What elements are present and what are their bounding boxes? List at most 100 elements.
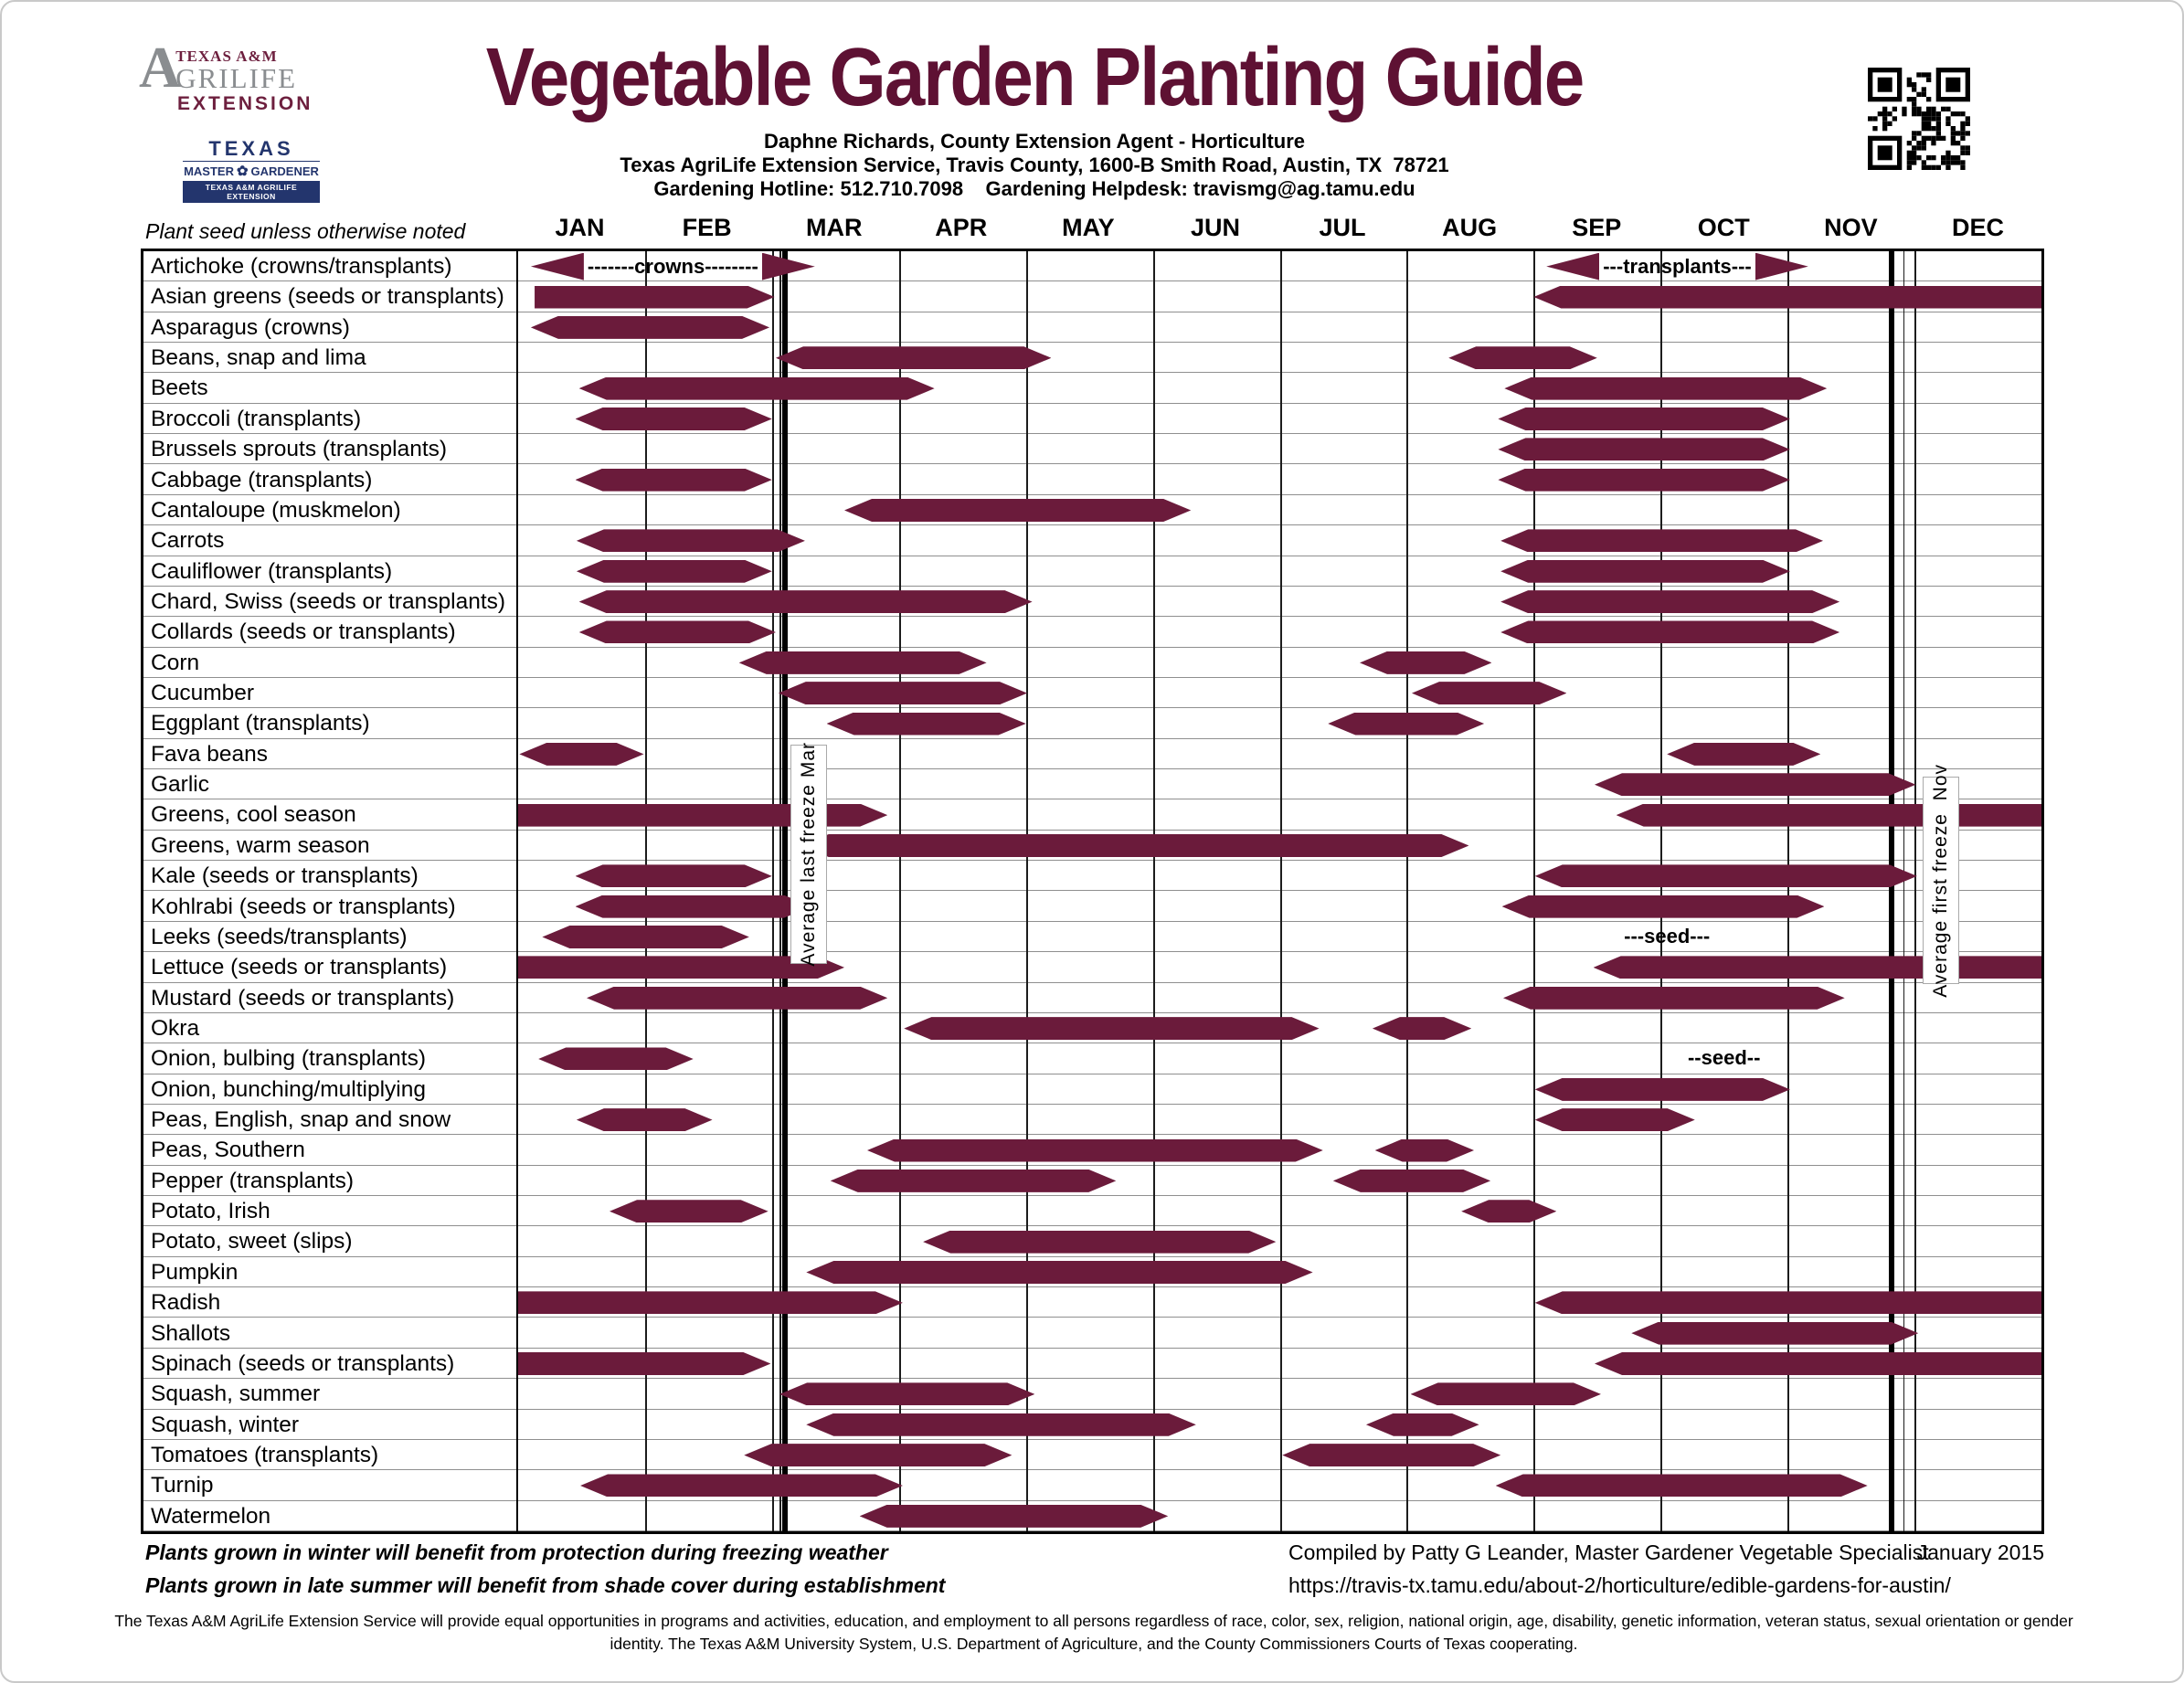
row-label: Carrots [151,528,225,554]
planting-bar [779,682,1027,704]
planting-bar [744,1444,1012,1466]
planting-bar [579,590,1033,613]
row-label: Chard, Swiss (seeds or transplants) [151,588,506,614]
planting-bar [779,1382,1034,1405]
gantt-row: Fava beans [143,739,2041,770]
gantt-row: Asian greens (seeds or transplants) [143,281,2041,312]
planting-bar [1500,620,1839,643]
gantt-row: Turnip [143,1470,2041,1501]
planting-bar [1595,773,1915,796]
row-label: Kale (seeds or transplants) [151,863,419,889]
gantt-row: Chard, Swiss (seeds or transplants) [143,587,2041,618]
planting-bar [1503,987,1845,1010]
agrilife-logo-grilife: GRILIFE [175,62,298,94]
planting-gantt-chart: Artichoke (crowns/transplants) Asian gree… [141,249,2044,1534]
gantt-row: Cucumber [143,678,2041,709]
planting-bar [867,1139,1323,1162]
page-title: Vegetable Garden Planting Guide [485,31,1585,123]
gantt-row: Kale (seeds or transplants) [143,861,2041,892]
row-label: Beans, snap and lima [151,345,366,371]
gantt-row: Peas, English, snap and snow [143,1105,2041,1136]
gantt-row: Potato, Irish [143,1196,2041,1227]
month-gridline [644,251,647,1531]
row-label: Asian greens (seeds or transplants) [151,284,504,310]
planting-bar [535,286,775,309]
freeze-date-label: Average first freeze Nov [1922,764,1959,997]
master-gardener-logo-texas: TEXAS [208,137,294,160]
month-gridline [898,251,901,1531]
planting-bar [1535,1078,1790,1101]
row-label: Leeks (seeds/transplants) [151,924,408,949]
row-label: Squash, summer [151,1381,321,1407]
planting-bar [1616,803,2041,827]
planting-span-annotation: -------crowns-------- [530,252,815,280]
qr-code-icon [1868,68,1970,175]
row-label: Lettuce (seeds or transplants) [151,955,448,980]
month-gridline [1914,251,1917,1531]
month-gridline [1025,251,1028,1531]
planting-bar [518,956,844,979]
row-label: Fava beans [151,741,269,767]
planting-span-annotation: ---transplants--- [1546,252,1808,280]
gantt-row: Cauliflower (transplants) [143,556,2041,587]
master-gardener-logo-master: MASTER [184,164,234,178]
planting-bar [1375,1139,1474,1162]
planting-bar [518,1352,770,1375]
month-gridline [1406,251,1409,1531]
row-label: Peas, Southern [151,1138,305,1163]
right-arrowhead-icon [761,252,815,280]
gantt-row: Radish [143,1287,2041,1318]
planting-bar [1373,1017,1471,1040]
gantt-row: Eggplant (transplants) [143,708,2041,739]
row-label: Beets [151,376,208,401]
gantt-row: Greens, warm season [143,831,2041,862]
master-gardener-logo-bar: TEXAS A&M AGRILIFE EXTENSION [183,181,320,203]
freeze-date-line [1889,251,1895,1531]
row-label: Okra [151,1015,200,1041]
planting-bar [844,499,1191,522]
row-label: Cabbage (transplants) [151,467,373,492]
gantt-row: Pepper (transplants) [143,1166,2041,1197]
month-header-jul: JUL [1319,214,1366,241]
row-label: Radish [151,1290,221,1316]
row-label: Pepper (transplants) [151,1168,354,1193]
row-label: Collards (seeds or transplants) [151,619,456,645]
row-label: Watermelon [151,1503,271,1529]
row-label: Potato, Irish [151,1199,270,1224]
row-label: Asparagus (crowns) [151,314,350,340]
footer-date: January 2015 [1916,1540,2044,1564]
month-gridline [1533,251,1536,1531]
planting-bar [579,620,776,643]
gantt-row: Squash, winter [143,1410,2041,1440]
gantt-row: Okra [143,1013,2041,1044]
gantt-row: Pumpkin [143,1257,2041,1288]
gantt-row: Kohlrabi (seeds or transplants) [143,892,2041,922]
gantt-row: Peas, Southern [143,1135,2041,1166]
month-header-mar: MAR [805,214,863,241]
planting-bar [1533,285,2041,309]
row-label: Onion, bulbing (transplants) [151,1046,426,1072]
month-header-feb: FEB [682,214,732,241]
row-label: Greens, cool season [151,802,356,828]
month-header-sep: SEP [1572,214,1622,241]
row-label: Greens, warm season [151,832,370,858]
planting-bar [827,713,1026,736]
planting-bar [518,804,887,827]
planting-bar [1593,956,2041,979]
gantt-row: Corn [143,648,2041,678]
row-label: Spinach (seeds or transplants) [151,1350,455,1376]
agrilife-logo-a: A [139,35,182,100]
row-label: Brussels sprouts (transplants) [151,437,448,462]
month-header-may: MAY [1062,214,1115,241]
row-label: Squash, winter [151,1412,300,1437]
row-label: Mustard (seeds or transplants) [151,985,455,1011]
column-note: Plant seed unless otherwise noted [145,219,466,243]
planting-bar [1498,469,1790,492]
agrilife-logo-extension: EXTENSION [177,93,313,114]
month-gridline [771,251,774,1531]
footer-compiled-by: Compiled by Patty G Leander, Master Gard… [1288,1540,1929,1564]
row-label: Broccoli (transplants) [151,406,362,431]
gantt-row: Cabbage (transplants) [143,465,2041,495]
aux-gridline [779,251,781,1531]
gantt-row: Onion, bunching/multiplying [143,1074,2041,1105]
